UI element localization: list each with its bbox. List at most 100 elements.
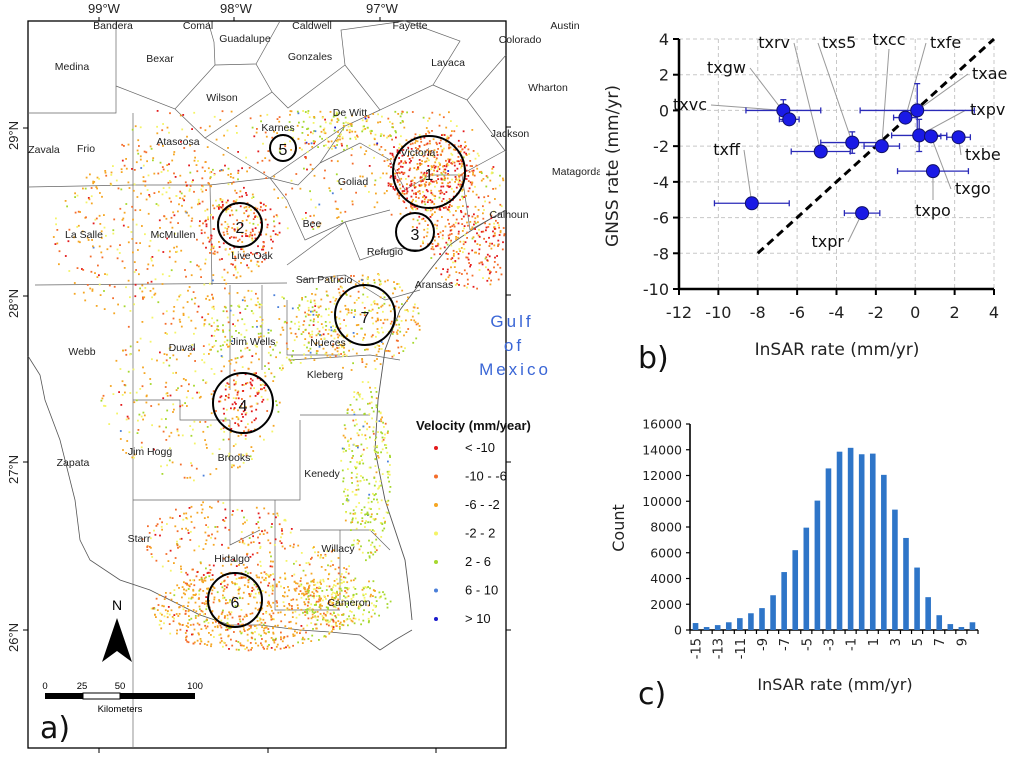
velocity-dot [343, 490, 345, 493]
velocity-dot [165, 359, 168, 362]
velocity-dot [209, 177, 212, 180]
velocity-dot [352, 579, 355, 582]
velocity-dot [281, 532, 284, 535]
velocity-dot [263, 387, 266, 389]
velocity-dot [108, 423, 111, 425]
velocity-dot [205, 223, 208, 226]
velocity-dot [239, 630, 242, 633]
velocity-dot [244, 254, 246, 257]
velocity-dot [373, 449, 376, 452]
velocity-dot [258, 336, 260, 339]
velocity-dot [445, 140, 447, 143]
velocity-dot [165, 426, 167, 429]
rio-grande-border [27, 355, 413, 651]
velocity-dot [445, 252, 448, 255]
velocity-dot [147, 281, 149, 284]
velocity-dot [224, 164, 226, 167]
velocity-dot [279, 351, 281, 354]
velocity-dot [278, 150, 281, 153]
velocity-dot [190, 434, 193, 437]
velocity-dot [191, 633, 193, 636]
velocity-dot [318, 596, 321, 599]
velocity-dot [220, 395, 223, 398]
velocity-dot [317, 321, 319, 323]
velocity-dot [386, 432, 389, 434]
velocity-dot [226, 223, 229, 226]
velocity-dot [191, 181, 194, 183]
velocity-dot [217, 329, 220, 331]
velocity-dot [278, 581, 281, 583]
velocity-dot [381, 432, 384, 435]
velocity-dot [306, 624, 309, 627]
velocity-dot [254, 395, 257, 397]
velocity-dot [227, 253, 230, 256]
velocity-dot [223, 520, 226, 522]
velocity-dot [410, 160, 412, 162]
velocity-dot [238, 615, 241, 618]
velocity-dot [273, 544, 276, 546]
velocity-dot [276, 118, 279, 120]
velocity-dot [455, 218, 458, 221]
histogram-bar [936, 615, 943, 630]
velocity-dot [405, 319, 407, 322]
velocity-dot [347, 309, 350, 312]
velocity-dot [250, 260, 252, 262]
velocity-dot [313, 309, 316, 312]
velocity-dot [363, 587, 365, 590]
velocity-dot [490, 172, 493, 175]
velocity-dot [283, 519, 286, 522]
velocity-dot [247, 428, 250, 431]
velocity-dot [288, 627, 290, 630]
velocity-dot [128, 431, 131, 434]
velocity-dot [356, 135, 359, 138]
velocity-dot [271, 618, 274, 620]
velocity-dot [269, 551, 271, 554]
velocity-dot [222, 609, 224, 612]
velocity-dot [396, 193, 399, 196]
velocity-dot [335, 298, 338, 300]
velocity-dot [186, 184, 188, 187]
point-txrv [813, 144, 828, 159]
velocity-dot [356, 461, 358, 463]
velocity-dot [254, 592, 257, 595]
velocity-dot [393, 146, 395, 148]
velocity-dot [207, 216, 209, 219]
velocity-dot [377, 113, 379, 116]
velocity-dot [310, 640, 313, 642]
velocity-dot [304, 574, 307, 577]
x-tick-label: -3 [822, 638, 837, 651]
velocity-dot [337, 572, 340, 575]
velocity-dot [187, 390, 189, 392]
velocity-dot [375, 420, 378, 423]
velocity-dot [97, 264, 99, 267]
velocity-dot [412, 218, 415, 221]
velocity-dot [348, 448, 351, 450]
velocity-dot [261, 248, 263, 251]
velocity-dot [263, 438, 265, 441]
velocity-dot [354, 136, 356, 139]
velocity-dot [382, 342, 384, 345]
velocity-dot [417, 166, 419, 169]
velocity-dot [252, 531, 254, 534]
velocity-dot [476, 152, 479, 155]
velocity-dot [166, 464, 168, 467]
velocity-dot [254, 631, 256, 633]
velocity-dot [226, 583, 229, 586]
velocity-dot [349, 512, 352, 515]
velocity-dot [310, 310, 312, 313]
velocity-dot [164, 609, 167, 612]
velocity-dot [499, 231, 502, 234]
county-label: Goliad [338, 176, 369, 188]
velocity-dot [276, 132, 278, 134]
velocity-dot [301, 592, 303, 595]
velocity-dot [326, 611, 329, 614]
velocity-dot [411, 204, 414, 206]
velocity-dot [373, 530, 376, 532]
velocity-dot [306, 590, 309, 592]
velocity-dot [388, 490, 391, 493]
velocity-dot [227, 455, 230, 458]
velocity-dot [424, 185, 427, 188]
velocity-dot [91, 288, 94, 291]
velocity-dot [207, 588, 209, 591]
